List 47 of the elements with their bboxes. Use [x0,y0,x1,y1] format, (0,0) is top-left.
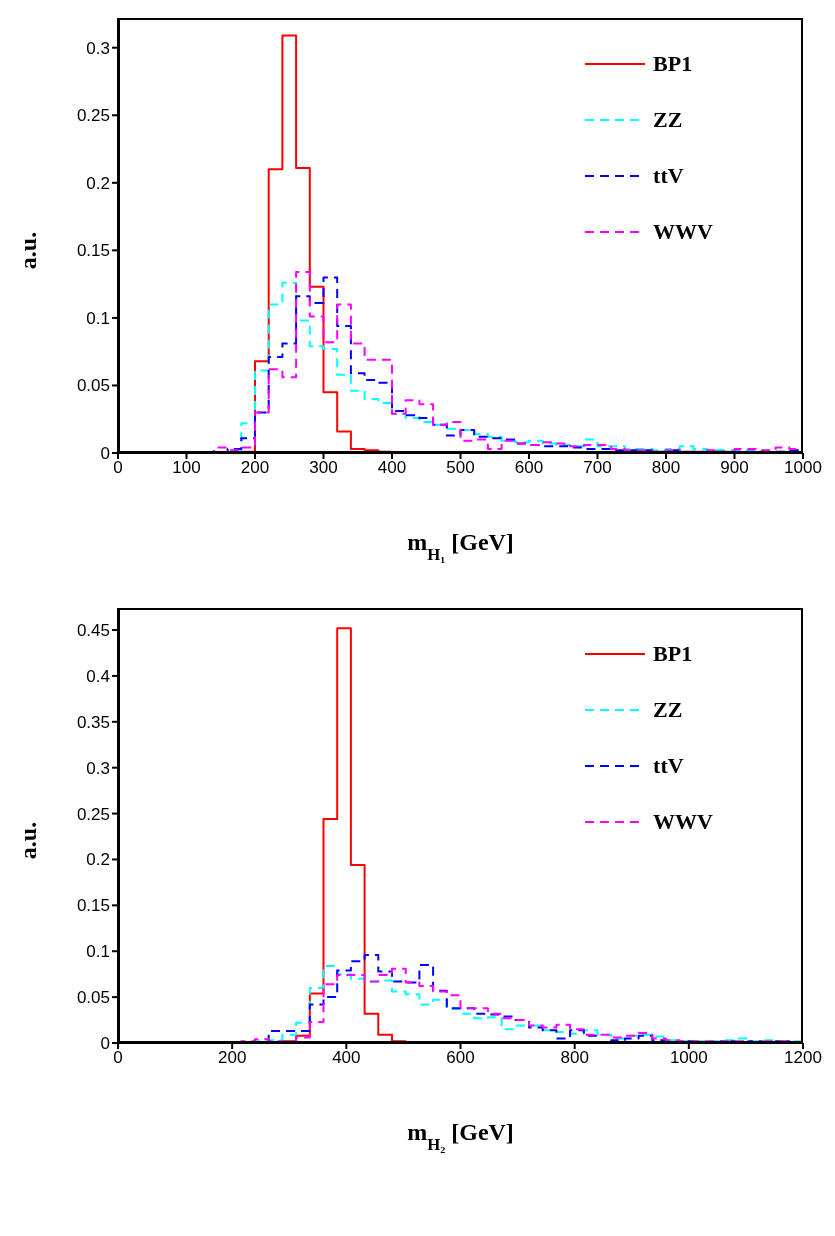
y-tick-label: 0.1 [86,942,110,962]
legend-label: BP1 [653,641,693,667]
legend-label: BP1 [653,51,693,77]
y-tick-label: 0.05 [76,376,110,396]
x-tick-label: 0 [113,1048,123,1068]
x-tick-label: 900 [720,458,749,478]
y-tick-label: 0.25 [76,804,110,824]
x-tick-label: 700 [583,458,612,478]
x-tick-label: 400 [377,458,407,478]
legend-label: ZZ [653,697,683,723]
legend-label: WWV [653,219,713,245]
legend-label: ttV [653,753,684,779]
y-tick-label: 0.4 [86,666,110,686]
y-tick-label: 0.1 [86,308,110,328]
y-axis-title: a.u. [15,821,41,860]
y-tick-label: 0.3 [86,38,110,58]
legend-label: ttV [653,163,684,189]
y-tick-label: 0.2 [86,173,110,193]
y-tick-label: 0.15 [76,896,110,916]
y-tick-label: 0.3 [86,758,110,778]
x-tick-label: 600 [446,1048,475,1068]
y-tick-label: 0.25 [76,106,110,126]
legend-label: ZZ [653,107,683,133]
x-tick-label: 500 [446,458,475,478]
x-tick-label: 300 [309,458,338,478]
x-tick-label: 1000 [669,1048,708,1068]
y-tick-label: 0.45 [76,621,110,641]
x-axis-title: m$_{H₂}$[GeV] [407,1119,514,1154]
legend-label: WWV [653,809,713,835]
y-tick-label: 0.2 [86,850,110,870]
x-tick-label: 800 [651,458,681,478]
y-axis-title: a.u. [15,231,41,270]
x-tick-label: 1200 [784,1048,822,1068]
x-tick-label: 200 [240,458,270,478]
x-tick-label: 0 [113,458,123,478]
y-tick-label: 0.05 [76,988,110,1008]
x-tick-label: 400 [332,1048,361,1068]
x-tick-label: 100 [172,458,201,478]
x-axis-title: m$_{H₁}$[GeV] [407,529,514,564]
y-tick-label: 0.15 [76,241,110,261]
y-tick-label: 0 [100,444,110,464]
x-tick-label: 600 [514,458,544,478]
y-tick-label: 0 [100,1034,110,1054]
x-tick-label: 200 [217,1048,247,1068]
y-tick-label: 0.35 [76,712,110,732]
x-tick-label: 1000 [784,458,822,478]
x-tick-label: 800 [560,1048,589,1068]
